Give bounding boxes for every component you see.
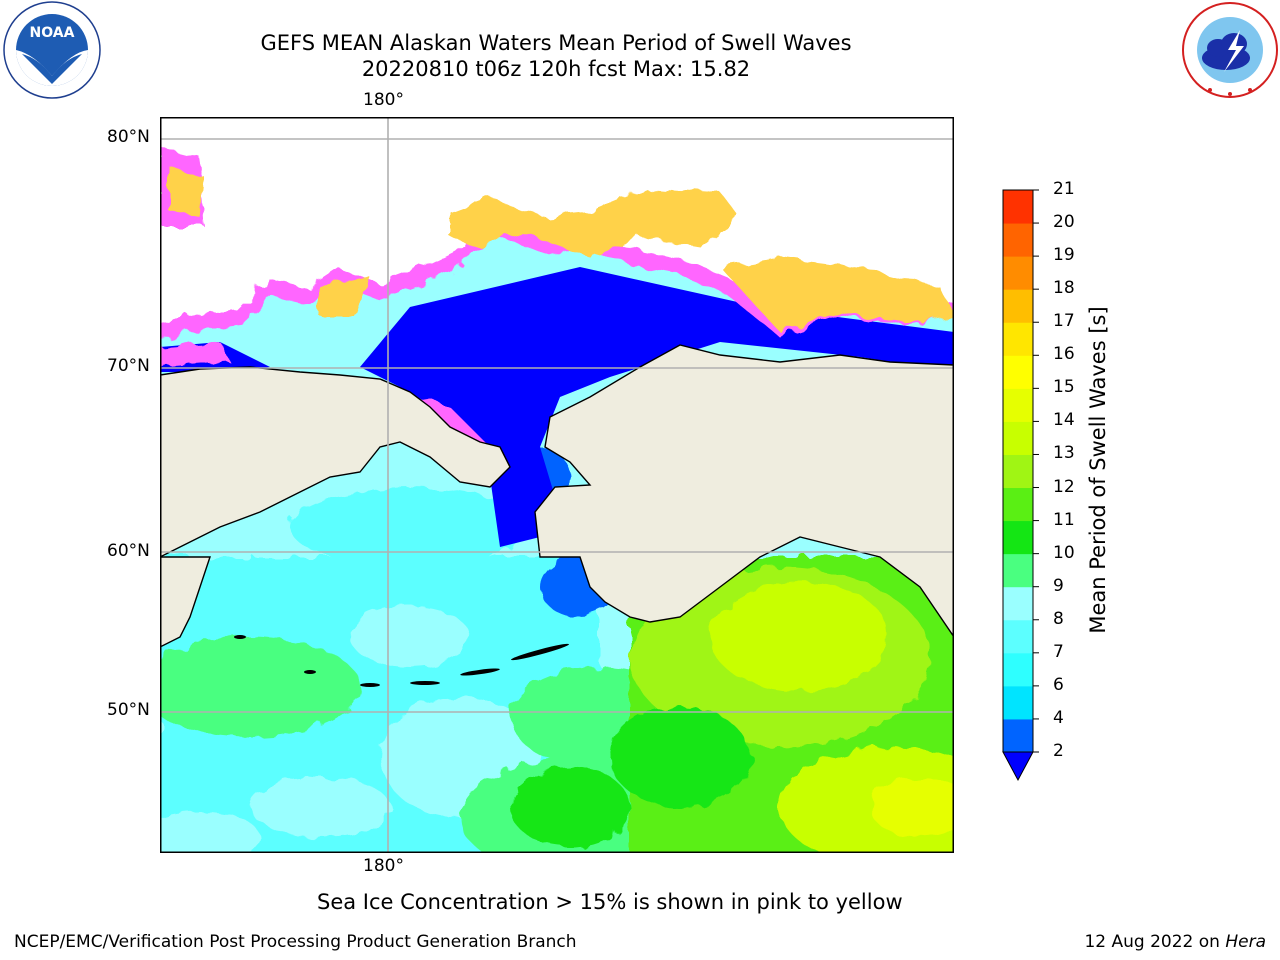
lat-label-70: 70°N (107, 356, 150, 376)
alaska-landmass (534, 344, 954, 639)
colorbar-bin (1003, 388, 1033, 422)
footer-date-text: 12 Aug 2022 on (1084, 932, 1226, 952)
colorbar-tick-label: 21 (1053, 179, 1075, 199)
colorbar-bin (1003, 223, 1033, 257)
colorbar-tick-label: 2 (1053, 741, 1064, 761)
kamchatka-landmass (160, 556, 211, 648)
colorbar-tick-label: 9 (1053, 575, 1064, 596)
colorbar (1002, 189, 1039, 782)
colorbar-bin (1003, 685, 1033, 720)
noaa-logo: NOAA (3, 1, 101, 99)
colorbar-bin (1003, 652, 1033, 687)
colorbar-bin (1003, 553, 1033, 588)
sea-ice-note: Sea Ice Concentration > 15% is shown in … (317, 890, 903, 914)
colorbar-bin (1003, 421, 1033, 455)
colorbar-tick-label: 14 (1053, 410, 1075, 431)
colorbar-bin (1003, 718, 1033, 753)
colorbar-bin (1003, 289, 1033, 323)
colorbar-tick-label: 20 (1053, 212, 1075, 233)
colorbar-tick-label: 7 (1053, 641, 1064, 662)
map-panel (160, 117, 954, 853)
colorbar-bin (1003, 190, 1033, 224)
noaa-logo-text: NOAA (30, 25, 75, 41)
footer-date: 12 Aug 2022 on Hera (1084, 932, 1266, 952)
colorbar-bin (1003, 487, 1033, 522)
colorbar-tick-label: 4 (1053, 707, 1064, 728)
chart-title: GEFS MEAN Alaskan Waters Mean Period of … (260, 31, 852, 55)
colorbar-bin (1003, 355, 1033, 389)
graticule (160, 117, 954, 853)
colorbar-tick-label: 16 (1053, 344, 1075, 365)
colorbar-tick-label: 17 (1053, 311, 1075, 332)
colorbar-bin (1003, 586, 1033, 621)
nws-logo (1182, 2, 1278, 98)
lat-label-60: 60°N (107, 541, 150, 561)
colorbar-frame (1002, 189, 1034, 753)
colorbar-tick-label: 19 (1053, 245, 1075, 266)
map-frame (160, 117, 954, 853)
colorbar-tick-label: 18 (1053, 278, 1075, 299)
colorbar-extend-arrow (1002, 751, 1034, 782)
colorbar-bin (1003, 520, 1033, 555)
colorbar-tick-label: 11 (1053, 509, 1075, 530)
siberia-landmass (160, 366, 511, 558)
colorbar-bin (1003, 256, 1033, 290)
lon-label-bottom: 180° (363, 856, 404, 876)
chart-subtitle: 20220810 t06z 120h fcst Max: 15.82 (361, 57, 751, 81)
colorbar-tick-label: 15 (1053, 377, 1075, 398)
colorbar-bin (1003, 619, 1033, 654)
aleutian-islands (234, 635, 569, 687)
colorbar-tick-label: 10 (1053, 542, 1075, 563)
footer-host: Hera (1225, 932, 1266, 952)
colorbar-tick-label: 8 (1053, 608, 1064, 629)
lat-label-80: 80°N (107, 127, 150, 147)
colorbar-tick-label: 13 (1053, 443, 1075, 464)
lon-label-top: 180° (363, 90, 404, 110)
lat-label-50: 50°N (107, 700, 150, 720)
colorbar-label: Mean Period of Swell Waves [s] (1086, 306, 1110, 634)
colorbar-bin (1003, 322, 1033, 356)
colorbar-bin (1003, 454, 1033, 489)
colorbar-tick-label: 12 (1053, 476, 1075, 497)
colorbar-tick-label: 6 (1053, 674, 1064, 695)
low-period-region (360, 267, 954, 547)
footer-credit: NCEP/EMC/Verification Post Processing Pr… (14, 932, 577, 952)
